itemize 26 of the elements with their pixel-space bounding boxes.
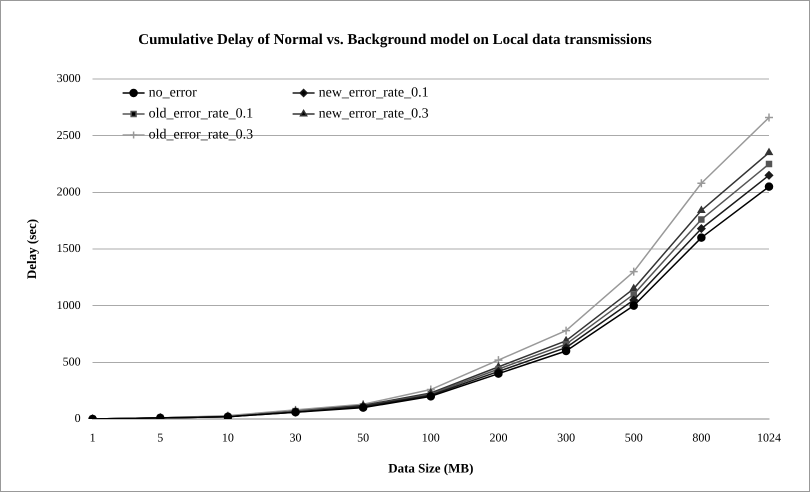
legend-label: new_error_rate_0.3 <box>318 106 429 122</box>
x-tick-label: 500 <box>624 430 643 444</box>
y-tick-label: 2500 <box>56 128 81 142</box>
legend-label: new_error_rate_0.1 <box>318 86 429 101</box>
x-tick-label: 5 <box>157 430 164 444</box>
y-tick-label: 3000 <box>56 71 81 86</box>
chart-title: Cumulative Delay of Normal vs. Background model on Local data transmissions <box>138 32 652 48</box>
y-tick-label: 1000 <box>56 298 81 312</box>
legend-label: no_error <box>148 86 198 101</box>
x-tick-label: 800 <box>692 430 710 444</box>
x-tick-label: 100 <box>422 430 440 444</box>
x-tick-label: 10 <box>222 430 234 444</box>
x-tick-label: 300 <box>557 430 576 444</box>
x-tick-label: 1 <box>90 430 96 444</box>
legend-label: old_error_rate_0.3 <box>148 128 254 143</box>
x-tick-label: 30 <box>290 430 302 444</box>
y-tick-label: 2000 <box>56 184 81 198</box>
y-tick-label: 1500 <box>56 241 81 256</box>
y-tick-label: 0 <box>74 411 81 426</box>
x-tick-label: 1024 <box>757 430 781 444</box>
x-tick-label: 200 <box>489 430 508 444</box>
y-tick-label: 500 <box>62 354 81 368</box>
legend-label: old_error_rate_0.1 <box>148 106 254 122</box>
x-tick-label: 50 <box>357 430 370 444</box>
y-axis-title: Delay (sec) <box>24 218 40 280</box>
x-axis-title: Data Size (MB) <box>388 460 474 476</box>
